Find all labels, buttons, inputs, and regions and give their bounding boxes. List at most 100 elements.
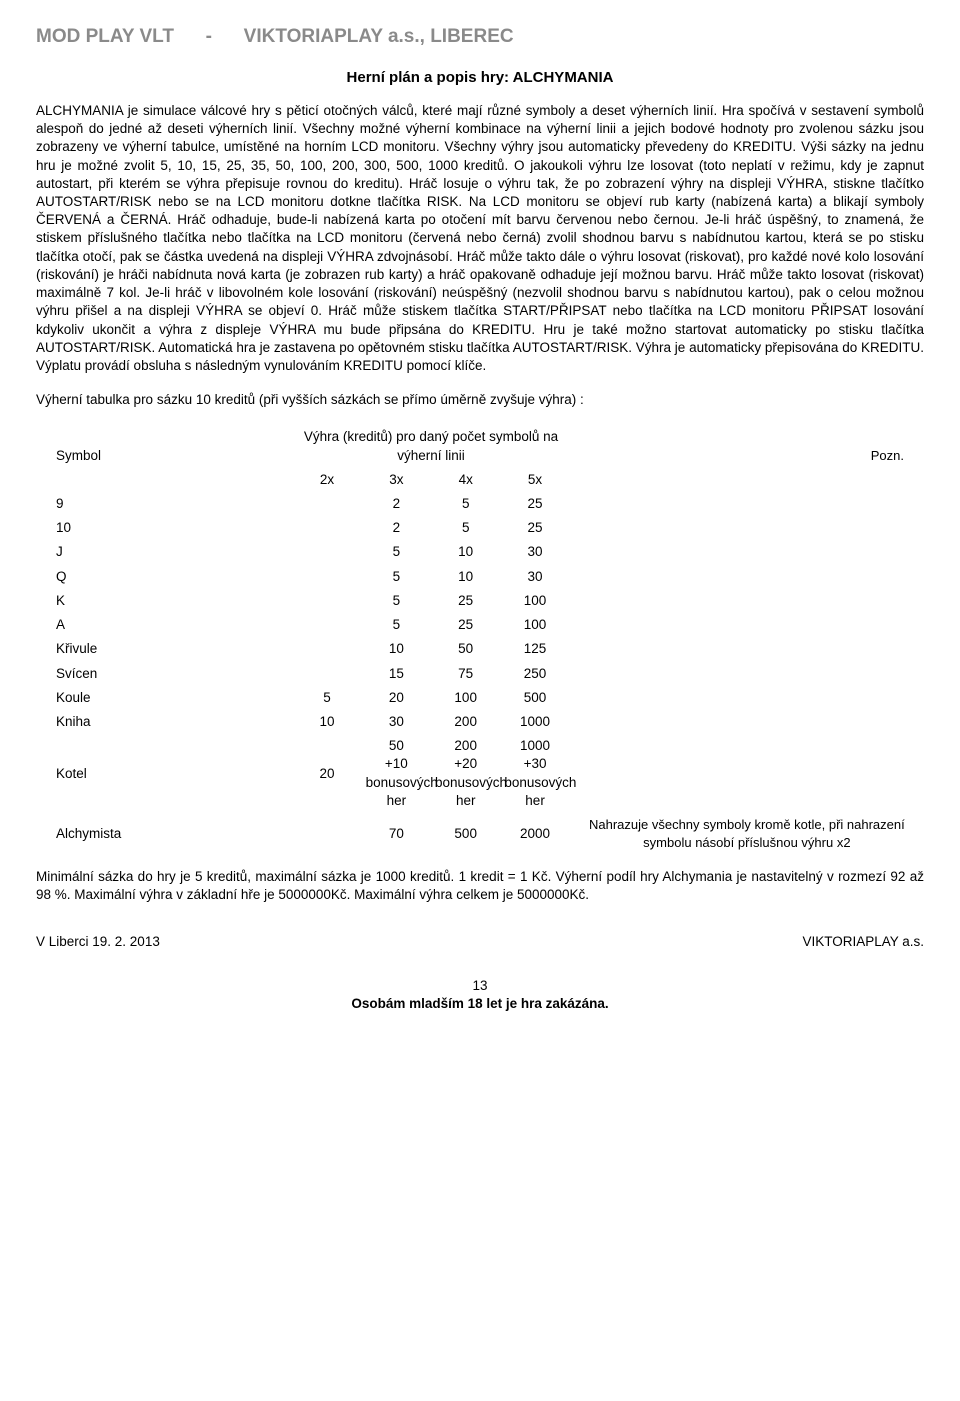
cell-value [292, 492, 361, 516]
cell-value: 20 [362, 686, 431, 710]
cell-value: 2000 [500, 813, 569, 854]
cell-value: 25 [500, 516, 569, 540]
cell-symbol: Koule [36, 686, 292, 710]
table-row: Koule520100500 [36, 686, 924, 710]
page-subtitle: Herní plán a popis hry: ALCHYMANIA [36, 68, 924, 88]
cell-note [570, 734, 924, 813]
cell-value: 5 [362, 589, 431, 613]
cell-value: 1000 +30 bonusových her [500, 734, 569, 813]
cell-value: 200 +20 bonusových her [431, 734, 500, 813]
cell-value: 200 [431, 710, 500, 734]
cell-symbol: 10 [36, 516, 292, 540]
table-group-header-row: Symbol Výhra (kreditů) pro daný počet sy… [36, 425, 924, 467]
signature-right: VIKTORIAPLAY a.s. [802, 933, 924, 951]
cell-value [292, 813, 361, 854]
cell-value [292, 516, 361, 540]
document-header: MOD PLAY VLT - VIKTORIAPLAY a.s., LIBERE… [36, 24, 924, 50]
cell-symbol: Alchymista [36, 813, 292, 854]
cell-value: 20 [292, 734, 361, 813]
cell-value: 500 [431, 813, 500, 854]
cell-value: 25 [500, 492, 569, 516]
cell-value: 500 [500, 686, 569, 710]
table-row: A 525100 [36, 613, 924, 637]
cell-note: Nahrazuje všechny symboly kromě kotle, p… [570, 813, 924, 854]
col-note-header: Pozn. [570, 425, 924, 467]
table-row: 92525 [36, 492, 924, 516]
page-footer: 13 Osobám mladším 18 let je hra zakázána… [36, 977, 924, 1013]
cell-symbol: Kniha [36, 710, 292, 734]
table-row: Q 51030 [36, 565, 924, 589]
signature-left: V Liberci 19. 2. 2013 [36, 933, 160, 951]
cell-symbol: J [36, 540, 292, 564]
table-subheader-row: 2x 3x 4x 5x [36, 468, 924, 492]
cell-value: 10 [362, 637, 431, 661]
header-sep: - [206, 26, 212, 47]
cell-value: 1000 [500, 710, 569, 734]
cell-value [292, 565, 361, 589]
page-number: 13 [36, 977, 924, 995]
cell-value: 125 [500, 637, 569, 661]
cell-value: 30 [362, 710, 431, 734]
cell-value: 2 [362, 492, 431, 516]
cell-note [570, 637, 924, 661]
header-left: MOD PLAY VLT [36, 26, 174, 47]
cell-note [570, 662, 924, 686]
cell-note [570, 686, 924, 710]
cell-value: 5 [431, 516, 500, 540]
paytable: Symbol Výhra (kreditů) pro daný počet sy… [36, 425, 924, 854]
cell-value: 250 [500, 662, 569, 686]
col-4x: 4x [431, 468, 500, 492]
cell-value: 100 [500, 613, 569, 637]
cell-value: 70 [362, 813, 431, 854]
cell-value: 30 [500, 565, 569, 589]
table-row: Svícen 1575250 [36, 662, 924, 686]
cell-value: 5 [362, 540, 431, 564]
signature-row: V Liberci 19. 2. 2013 VIKTORIAPLAY a.s. [36, 933, 924, 951]
cell-note [570, 540, 924, 564]
cell-note [570, 492, 924, 516]
cell-value: 10 [292, 710, 361, 734]
cell-symbol: A [36, 613, 292, 637]
cell-value [292, 613, 361, 637]
cell-note [570, 516, 924, 540]
cell-symbol: Svícen [36, 662, 292, 686]
table-row: Křivule 1050125 [36, 637, 924, 661]
cell-value [292, 589, 361, 613]
cell-symbol: Kotel [36, 734, 292, 813]
cell-value: 100 [500, 589, 569, 613]
table-row: 102525 [36, 516, 924, 540]
col-symbol-header: Symbol [36, 425, 292, 467]
cell-note [570, 613, 924, 637]
cell-symbol: 9 [36, 492, 292, 516]
cell-value: 75 [431, 662, 500, 686]
cell-value [292, 637, 361, 661]
cell-value: 100 [431, 686, 500, 710]
cell-value: 5 [292, 686, 361, 710]
header-right: VIKTORIAPLAY a.s., LIBEREC [244, 26, 514, 47]
table-caption: Výherní tabulka pro sázku 10 kreditů (př… [36, 391, 924, 409]
cell-symbol: Křivule [36, 637, 292, 661]
footer-paragraph: Minimální sázka do hry je 5 kreditů, max… [36, 868, 924, 904]
cell-symbol: Q [36, 565, 292, 589]
cell-note [570, 589, 924, 613]
col-2x: 2x [292, 468, 361, 492]
cell-value: 10 [431, 565, 500, 589]
col-5x: 5x [500, 468, 569, 492]
cell-value: 2 [362, 516, 431, 540]
age-warning: Osobám mladším 18 let je hra zakázána. [351, 996, 608, 1011]
table-row: Kniha10302001000 [36, 710, 924, 734]
cell-value: 5 [362, 565, 431, 589]
cell-value: 25 [431, 613, 500, 637]
cell-value: 50 [431, 637, 500, 661]
cell-note [570, 565, 924, 589]
col-3x: 3x [362, 468, 431, 492]
cell-note [570, 710, 924, 734]
cell-value: 15 [362, 662, 431, 686]
cell-value: 5 [431, 492, 500, 516]
table-row: J51030 [36, 540, 924, 564]
table-row: Kotel2050 +10 bonusových her200 +20 bonu… [36, 734, 924, 813]
cell-value [292, 540, 361, 564]
cell-value: 5 [362, 613, 431, 637]
col-group-header: Výhra (kreditů) pro daný počet symbolů n… [292, 425, 569, 467]
body-paragraph: ALCHYMANIA je simulace válcové hry s pět… [36, 102, 924, 375]
